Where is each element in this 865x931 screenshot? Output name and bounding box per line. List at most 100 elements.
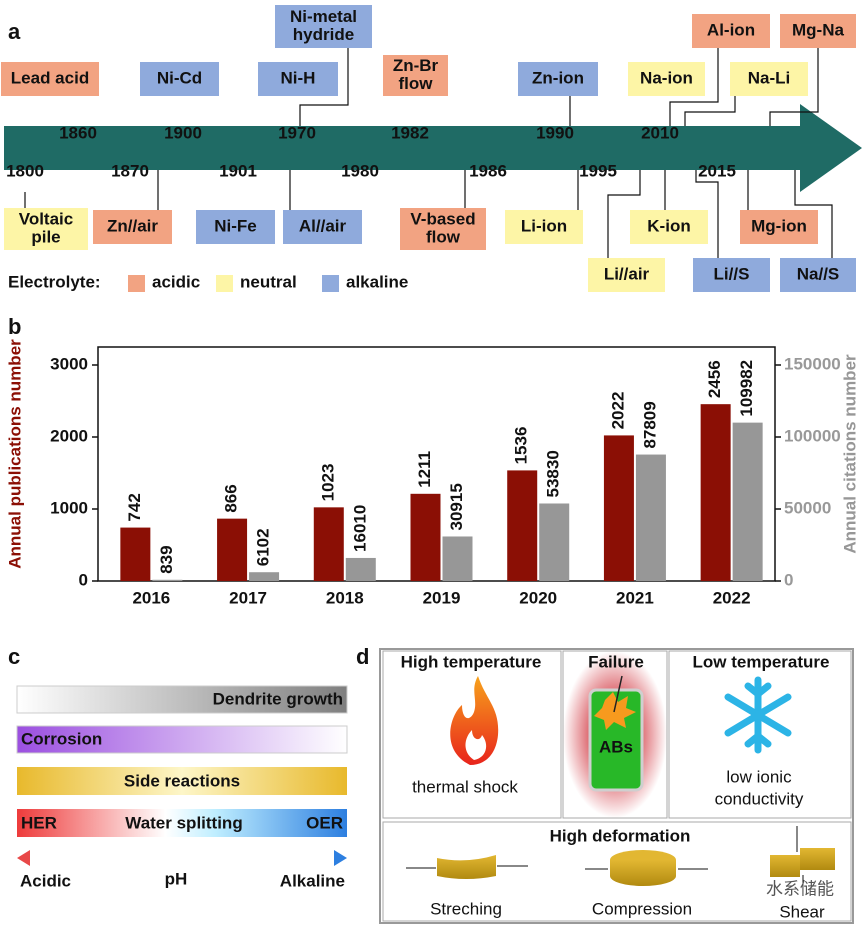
caption: Compression [592, 899, 692, 918]
x-tick-label: 2021 [616, 588, 654, 607]
year-label: 1800 [6, 161, 44, 180]
battery-box [628, 62, 705, 96]
bar-chart: 0 1000 2000 3000 0 50000 100000 150000 Annual pu… [5, 339, 859, 608]
caption: thermal shock [412, 777, 518, 796]
connector [794, 170, 833, 258]
bar-label: Dendrite growth [213, 689, 343, 708]
battery-label: Voltaic [19, 209, 73, 228]
axis-label: Alkaline [280, 871, 345, 890]
value-label: 30915 [447, 483, 466, 530]
battery-box [780, 14, 856, 48]
legend-label: acidic [152, 272, 200, 291]
battery-label: Na-Li [748, 68, 791, 87]
y-axis-title: Annual publications number [5, 339, 24, 569]
battery-label: Zn-ion [532, 68, 584, 87]
legend-label: neutral [240, 272, 297, 291]
bar [313, 507, 344, 581]
cell-title: High deformation [550, 826, 691, 845]
value-label: 109982 [737, 360, 756, 417]
value-label: 866 [222, 484, 241, 512]
battery-label: Na//S [797, 264, 840, 283]
value-label: 1211 [415, 451, 434, 488]
y2-tick-label: 0 [784, 570, 793, 589]
burst-icon [594, 692, 636, 730]
battery-label: K-ion [647, 216, 690, 235]
battery-label: Mg-ion [751, 216, 807, 235]
battery-box [275, 5, 372, 48]
battery-label: Ni-Fe [214, 216, 257, 235]
bar [152, 579, 183, 581]
battery-box [93, 210, 172, 244]
bar [700, 404, 731, 581]
bar [603, 435, 634, 581]
bar [635, 454, 666, 581]
year-label: 1860 [59, 123, 97, 142]
legend-swatch [322, 275, 339, 292]
legend: Electrolyte: acidic neutral alkaline [8, 272, 408, 292]
bar [539, 503, 570, 581]
cell-title: Failure [588, 652, 644, 671]
value-label: 2022 [608, 392, 627, 430]
arrow-head [334, 850, 347, 866]
battery-box [383, 55, 448, 96]
year-label: 1980 [341, 161, 379, 180]
battery-label: pile [31, 227, 60, 246]
battery-box [140, 62, 219, 96]
panel-letter: d [356, 644, 369, 669]
bar [442, 536, 473, 581]
battery-box [693, 258, 770, 292]
axis-label: Acidic [20, 871, 71, 890]
year-label: 2015 [698, 161, 736, 180]
bar [410, 493, 441, 581]
battery-label: Zn//air [107, 216, 158, 235]
connector [669, 48, 719, 126]
y-tick-label: 2000 [50, 426, 88, 445]
bar [345, 557, 376, 581]
y-tick-label: 1000 [50, 498, 88, 517]
bar-label: OER [306, 813, 343, 832]
battery-box [730, 62, 808, 96]
legend-swatch [216, 275, 233, 292]
timeline: 1860 1900 1970 1982 1990 2010 1800 1870 1901 1980… [1, 5, 856, 292]
gradient-bar [17, 809, 347, 837]
watermark: 水系储能 [766, 879, 834, 898]
year-label: 1982 [391, 123, 429, 142]
bar [732, 422, 763, 581]
bar-label: HER [21, 813, 57, 832]
battery-box [283, 210, 362, 244]
caption: low ionic [726, 767, 792, 786]
snowflake-icon [724, 676, 792, 754]
y2-tick-label: 150000 [784, 354, 841, 373]
battery-label: Li-ion [521, 216, 567, 235]
y2-tick-label: 50000 [784, 498, 831, 517]
battery-label: ABs [599, 737, 633, 756]
gradient-bar [16, 725, 348, 754]
x-tick-label: 2022 [713, 588, 751, 607]
value-label: 839 [157, 545, 176, 573]
caption: Streching [430, 899, 502, 918]
block-icon [770, 855, 800, 877]
battery-label: Ni-Cd [157, 68, 202, 87]
year-label: 1986 [469, 161, 507, 180]
block-icon [610, 860, 676, 886]
battery-label: flow [426, 227, 461, 246]
block-icon [437, 855, 496, 879]
timeline-arrow [4, 104, 862, 192]
value-label: 1023 [318, 464, 337, 502]
battery-label: Al-ion [707, 20, 755, 39]
bar [217, 518, 248, 581]
panel-letter: a [8, 19, 21, 44]
y-tick-label: 0 [79, 570, 88, 589]
year-label: 1970 [278, 123, 316, 142]
year-label: 1990 [536, 123, 574, 142]
caption: conductivity [715, 789, 804, 808]
bar-label: Side reactions [124, 771, 240, 790]
battery-label: Lead acid [11, 68, 89, 87]
x-tick-label: 2019 [423, 588, 461, 607]
y-tick-label: 3000 [50, 354, 88, 373]
battery-box [740, 210, 818, 244]
gradient-bar [16, 685, 348, 714]
bar-label: Corrosion [21, 729, 102, 748]
battery-label: flow [399, 74, 434, 93]
